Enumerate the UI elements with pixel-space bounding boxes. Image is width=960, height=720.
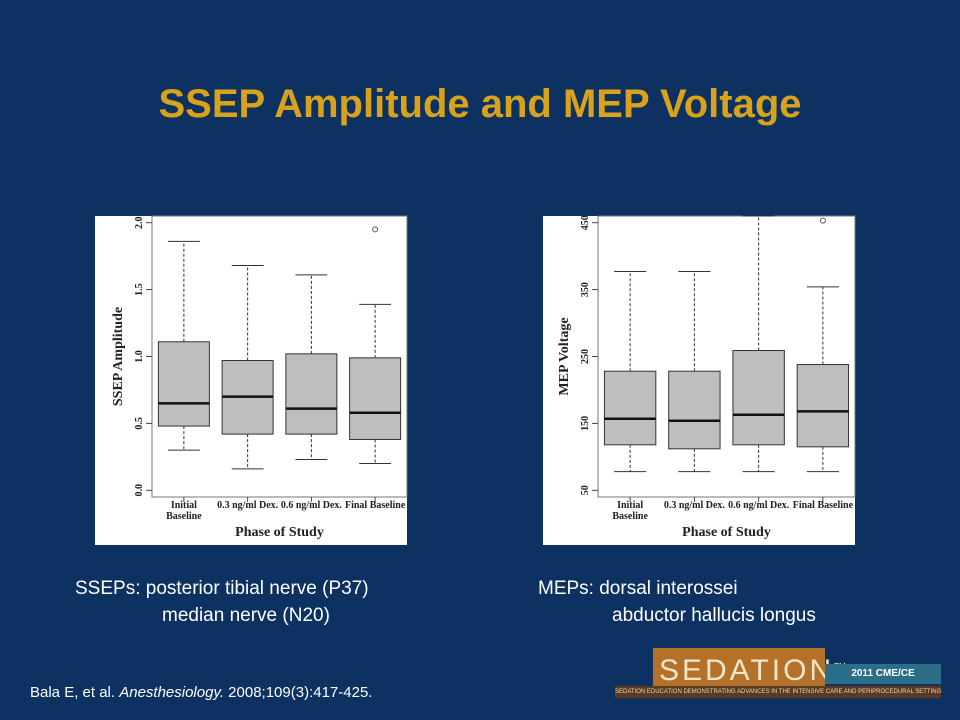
x-tick-label: Initial Baseline bbox=[166, 500, 202, 522]
logo-year: 2011 CME/CE Curriculum bbox=[825, 664, 941, 699]
box bbox=[285, 353, 338, 435]
x-tick-label: Initial Baseline bbox=[612, 500, 648, 522]
y-tick-label: 2.0 bbox=[134, 216, 145, 229]
y-tick-label: 350 bbox=[580, 282, 591, 297]
box bbox=[668, 370, 721, 450]
box bbox=[349, 357, 402, 440]
x-axis-label: Phase of Study bbox=[235, 525, 324, 540]
citation-journal: Anesthesiology. bbox=[119, 684, 225, 701]
box bbox=[732, 349, 785, 446]
caption: abductor hallucis longus bbox=[612, 605, 816, 626]
y-tick-label: 150 bbox=[580, 416, 591, 431]
y-tick-label: 0.5 bbox=[134, 417, 145, 430]
box bbox=[796, 364, 850, 448]
slide-title: SSEP Amplitude and MEP Voltage bbox=[158, 82, 802, 126]
outlier bbox=[819, 217, 826, 224]
citation-details: 2008;109(3):417-425. bbox=[224, 684, 373, 701]
caption: SSEPs: posterior tibial nerve (P37) bbox=[75, 578, 369, 599]
box bbox=[157, 341, 210, 427]
x-tick-label: 0.3 ng/ml Dex. bbox=[217, 500, 279, 511]
outlier bbox=[372, 226, 379, 233]
x-axis-label: Phase of Study bbox=[682, 525, 771, 540]
logo-name: SEDATIONTM bbox=[653, 648, 846, 687]
citation: Bala E, et al. Anesthesiology. 2008;109(… bbox=[30, 684, 372, 701]
x-tick-label: 0.6 ng/ml Dex. bbox=[728, 500, 790, 511]
logo-tagline: Sedation Education Demonstrating Advance… bbox=[615, 686, 941, 698]
x-tick-label: Final Baseline bbox=[792, 500, 854, 511]
y-axis-label: SSEP Amplitude bbox=[111, 307, 126, 406]
y-tick-label: 50 bbox=[580, 485, 591, 495]
y-tick-label: 1.5 bbox=[134, 283, 145, 296]
y-axis-label: MEP Voltage bbox=[557, 317, 572, 395]
x-tick-label: Final Baseline bbox=[344, 500, 406, 511]
y-tick-label: 250 bbox=[580, 349, 591, 364]
logo-name-text: SEDATION bbox=[659, 654, 835, 687]
caption: median nerve (N20) bbox=[162, 605, 330, 626]
citation-authors: Bala E, et al. bbox=[30, 684, 120, 701]
caption: MEPs: dorsal interossei bbox=[538, 578, 738, 599]
y-tick-label: 1.0 bbox=[134, 350, 145, 363]
box bbox=[603, 370, 657, 446]
x-tick-label: 0.6 ng/ml Dex. bbox=[280, 500, 342, 511]
y-tick-label: 0.0 bbox=[134, 484, 145, 497]
x-tick-label: 0.3 ng/ml Dex. bbox=[663, 500, 725, 511]
y-tick-label: 450 bbox=[580, 215, 591, 230]
logo: SEDATIONTM 2011 CME/CE Curriculum Sedati… bbox=[615, 648, 941, 700]
